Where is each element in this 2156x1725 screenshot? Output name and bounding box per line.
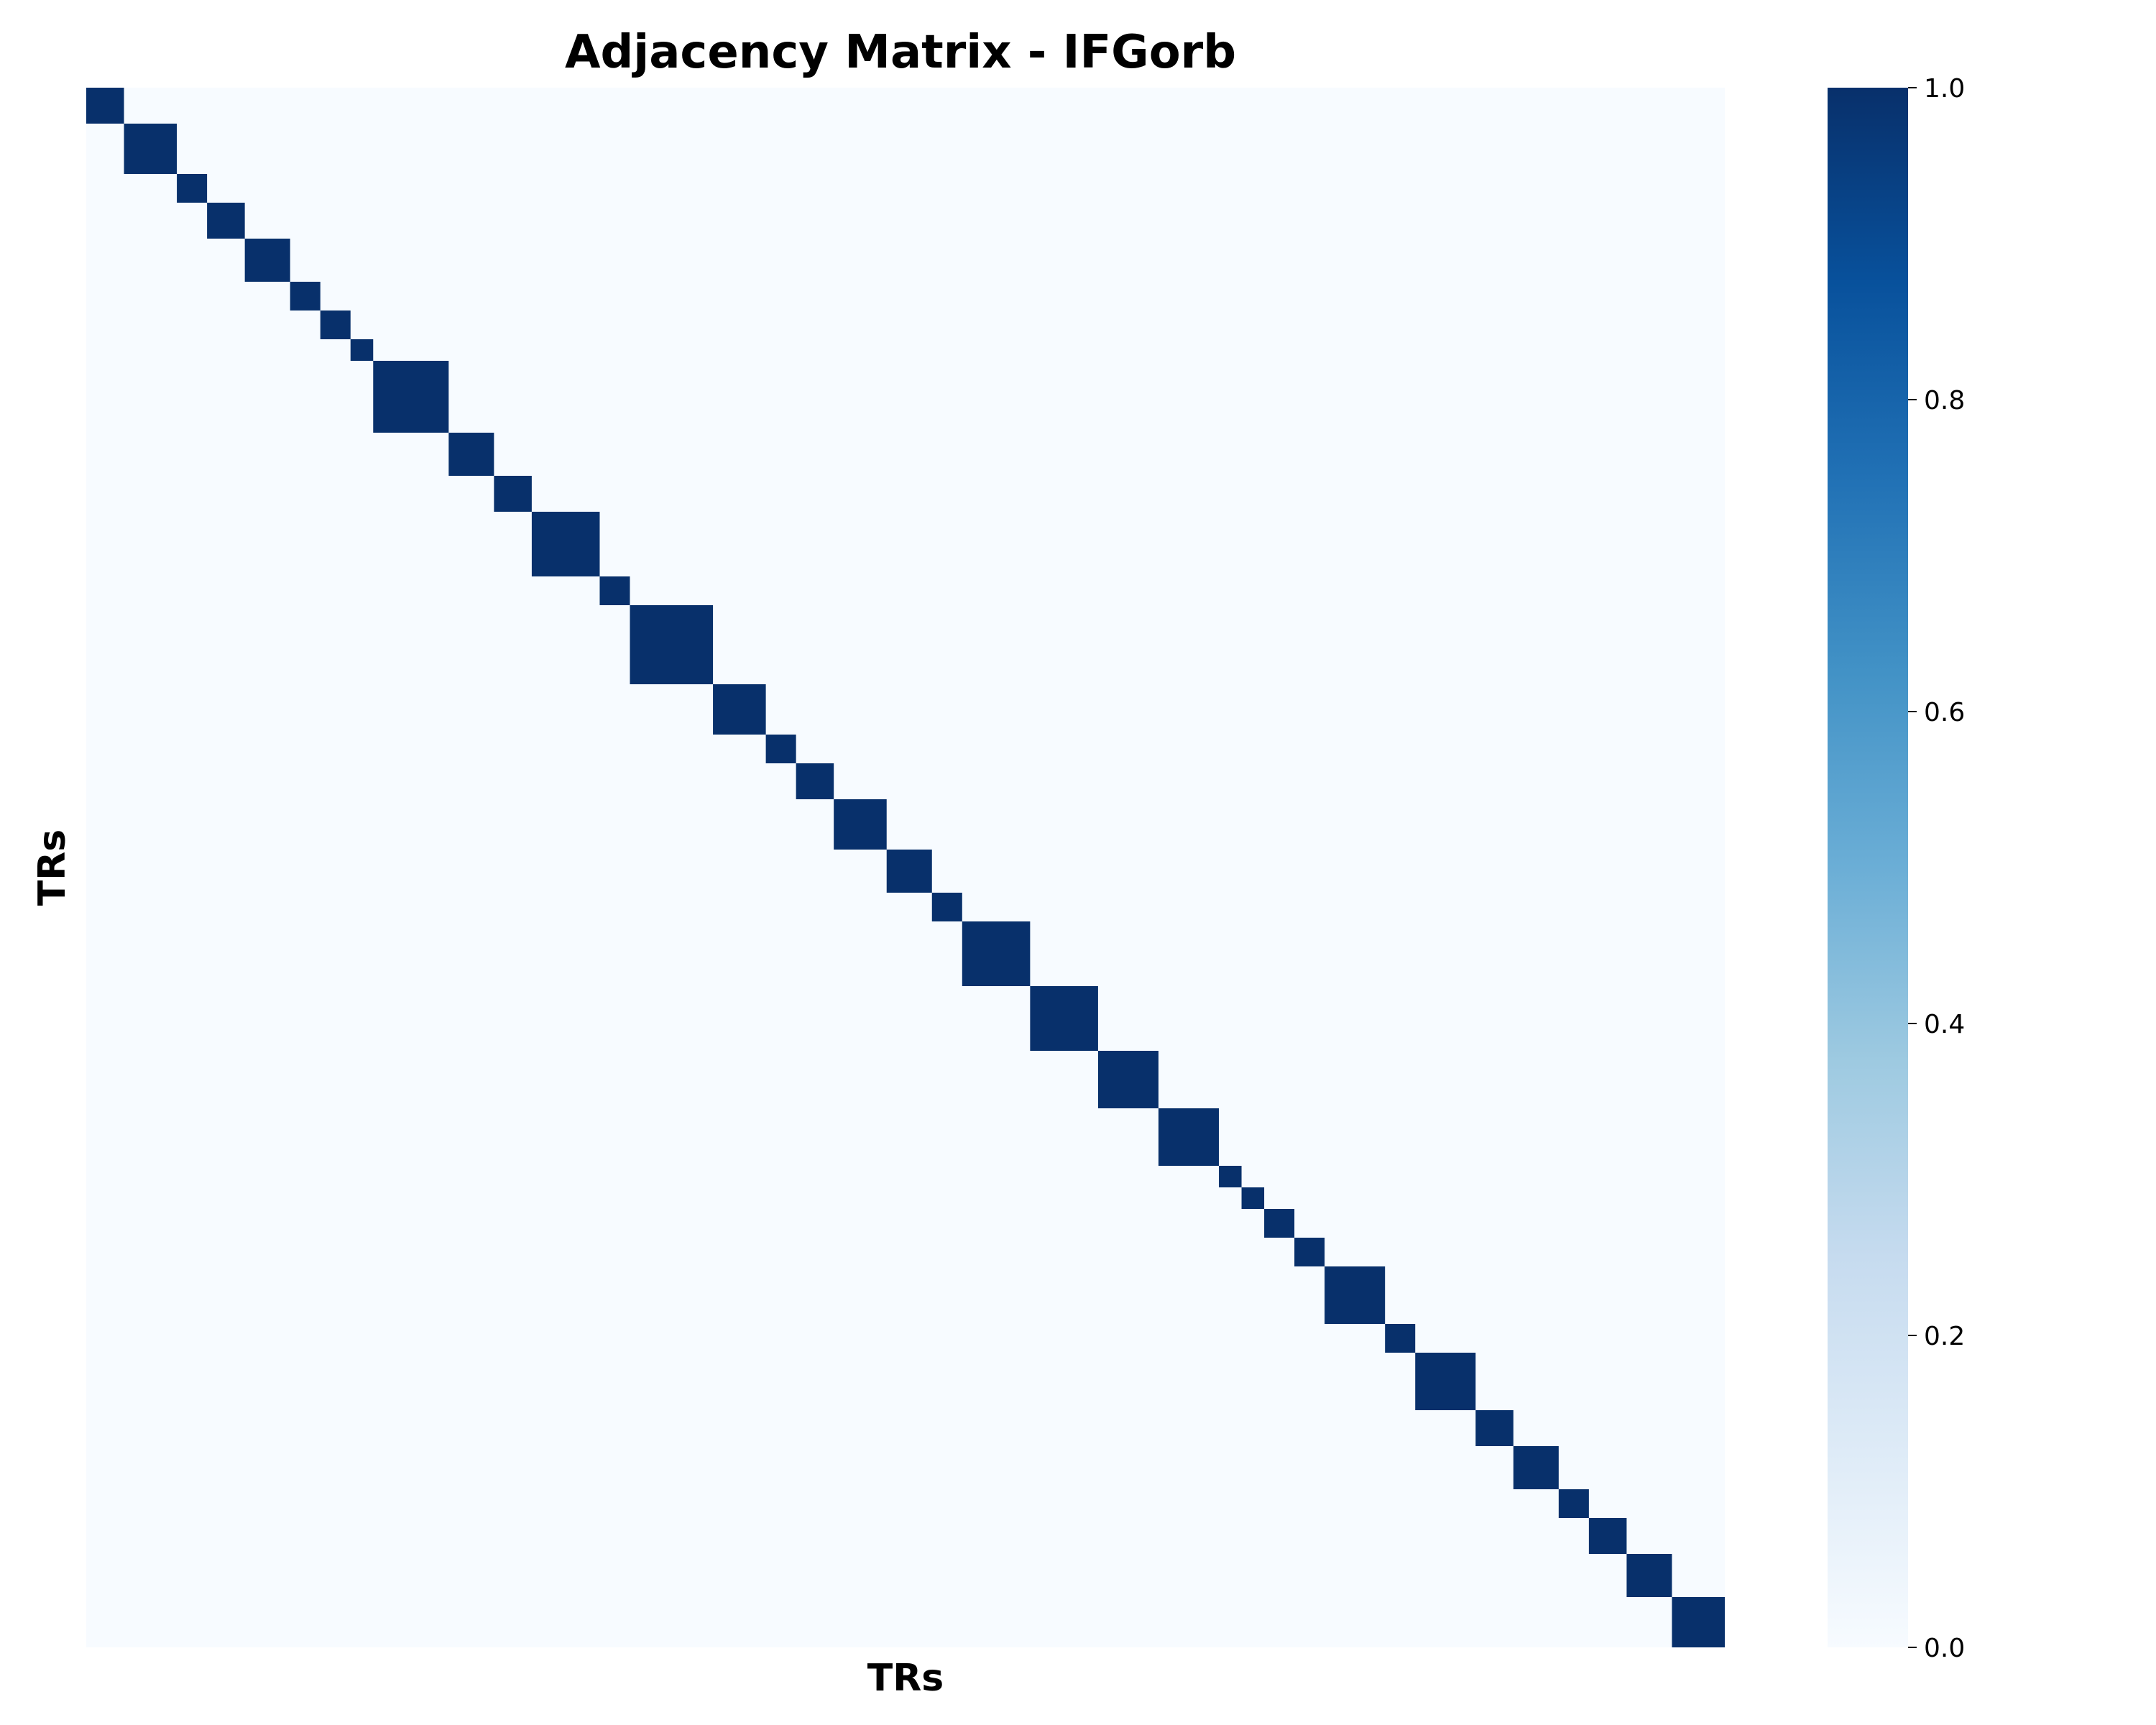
colorbar-tick-label: 1.0 xyxy=(1924,74,1965,104)
heatmap-block-21 xyxy=(962,921,1031,986)
heatmap-block-18 xyxy=(834,799,887,850)
chart-title: Adjacency Matrix - IFGorb xyxy=(565,26,1236,79)
heatmap-block-30 xyxy=(1385,1324,1416,1353)
diagonal-blocks xyxy=(86,88,1725,1647)
heatmap-block-25 xyxy=(1219,1166,1242,1187)
heatmap-block-12 xyxy=(531,512,600,576)
heatmap-block-33 xyxy=(1513,1446,1559,1489)
colorbar-tick-label: 0.4 xyxy=(1924,1010,1965,1039)
heatmap-block-6 xyxy=(290,282,321,310)
heatmap-block-28 xyxy=(1294,1238,1325,1266)
heatmap-block-20 xyxy=(931,893,962,921)
heatmap-block-34 xyxy=(1558,1489,1589,1518)
colorbar-tick-label: 0.0 xyxy=(1924,1634,1965,1663)
heatmap-block-5 xyxy=(244,239,290,282)
heatmap-block-15 xyxy=(713,684,766,735)
heatmap-block-14 xyxy=(630,605,714,684)
heatmap-block-32 xyxy=(1475,1410,1514,1446)
heatmap-block-13 xyxy=(599,576,630,605)
heatmap-block-23 xyxy=(1097,1051,1158,1108)
colorbar-ticks: 0.0 0.2 0.4 0.6 0.8 1.0 xyxy=(1908,74,1965,1663)
heatmap-block-31 xyxy=(1415,1353,1476,1410)
heatmap-block-7 xyxy=(320,310,351,339)
heatmap-block-26 xyxy=(1241,1187,1265,1209)
x-axis-label: TRs xyxy=(867,1657,944,1700)
colorbar-tick-label: 0.6 xyxy=(1924,698,1965,727)
heatmap-block-24 xyxy=(1158,1108,1220,1166)
heatmap-block-9 xyxy=(373,361,449,433)
heatmap-block-1 xyxy=(86,88,124,124)
heatmap-block-17 xyxy=(796,763,834,799)
colorbar-scale xyxy=(1828,88,1908,1647)
heatmap-block-22 xyxy=(1030,986,1098,1051)
y-axis-label: TRs xyxy=(31,829,74,906)
heatmap-block-3 xyxy=(177,174,208,203)
colorbar: 0.0 0.2 0.4 0.6 0.8 1.0 xyxy=(1828,74,1965,1663)
heatmap-block-4 xyxy=(207,203,245,239)
heatmap-block-35 xyxy=(1588,1518,1627,1554)
heatmap-block-10 xyxy=(448,433,494,476)
heatmap-block-36 xyxy=(1626,1554,1672,1597)
heatmap-block-11 xyxy=(494,476,532,512)
heatmap-area xyxy=(86,88,1725,1647)
heatmap-block-37 xyxy=(1672,1597,1725,1647)
heatmap-block-29 xyxy=(1325,1266,1386,1324)
colorbar-tick-label: 0.8 xyxy=(1924,386,1965,415)
heatmap-block-27 xyxy=(1264,1209,1295,1238)
colorbar-tick-label: 0.2 xyxy=(1924,1322,1965,1351)
heatmap-block-16 xyxy=(765,735,796,763)
heatmap-block-19 xyxy=(886,850,932,893)
heatmap-block-8 xyxy=(350,339,374,361)
heatmap-block-2 xyxy=(124,124,178,174)
